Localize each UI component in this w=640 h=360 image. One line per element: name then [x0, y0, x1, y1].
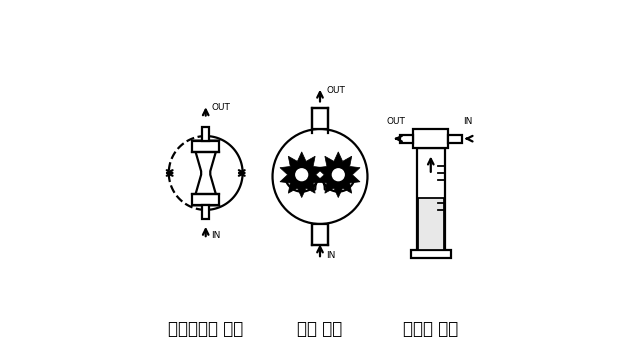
Polygon shape [280, 152, 323, 198]
Bar [410, 250, 451, 258]
Bar [449, 135, 461, 143]
Bar [193, 141, 219, 152]
Text: OUT: OUT [387, 117, 406, 126]
Text: 기어 펌프: 기어 펌프 [298, 320, 342, 338]
Polygon shape [317, 152, 360, 198]
Bar [418, 198, 444, 250]
Bar [193, 194, 219, 205]
Polygon shape [193, 141, 219, 205]
Bar [202, 127, 209, 141]
Bar [413, 129, 449, 148]
Text: 실린지 펌프: 실린지 펌프 [403, 320, 458, 338]
Bar [417, 148, 445, 250]
Text: IN: IN [326, 251, 336, 260]
Polygon shape [312, 108, 328, 129]
Circle shape [273, 129, 367, 224]
Text: OUT: OUT [211, 103, 230, 112]
Circle shape [296, 169, 308, 181]
Bar [400, 135, 413, 143]
Text: 다이어프램 펌프: 다이어프램 펌프 [168, 320, 243, 338]
Bar [202, 205, 209, 219]
Text: OUT: OUT [326, 86, 345, 95]
Polygon shape [312, 224, 328, 245]
Text: IN: IN [463, 117, 473, 126]
Circle shape [332, 169, 344, 181]
Text: IN: IN [211, 231, 221, 240]
